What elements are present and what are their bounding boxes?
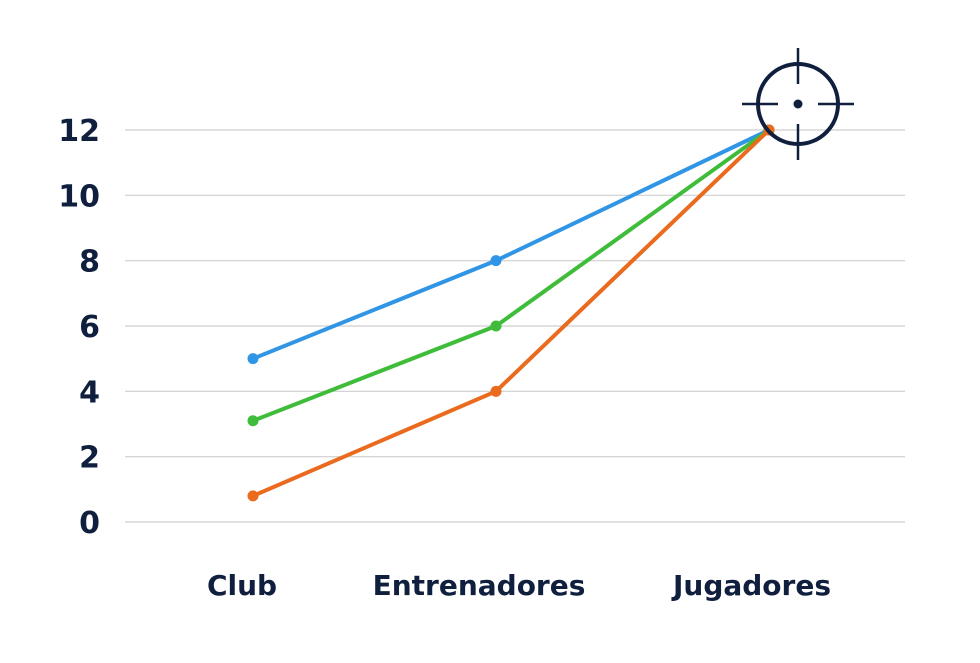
y-axis-tick-labels: 0 2 4 6 8 10 12 — [58, 114, 100, 541]
data-point — [247, 490, 259, 502]
x-category-label: Club — [207, 569, 277, 602]
grid-lines — [125, 129, 905, 523]
data-point — [247, 353, 259, 365]
y-tick-label: 12 — [58, 114, 100, 149]
series-lines — [247, 124, 775, 502]
y-tick-label: 8 — [79, 245, 100, 280]
y-tick-label: 0 — [79, 506, 100, 541]
x-category-label: Jugadores — [671, 569, 831, 602]
data-point — [490, 320, 502, 332]
series-2 — [247, 124, 775, 502]
y-tick-label: 4 — [79, 375, 100, 410]
data-point — [490, 385, 502, 397]
crosshair-target-icon — [742, 48, 854, 160]
series-0 — [247, 124, 775, 365]
y-tick-label: 10 — [58, 179, 100, 214]
y-tick-label: 6 — [79, 310, 100, 345]
data-point — [247, 415, 259, 427]
x-axis-category-labels: Club Entrenadores Jugadores — [207, 569, 831, 602]
series-1 — [247, 124, 775, 427]
y-tick-label: 2 — [79, 441, 100, 476]
x-category-label: Entrenadores — [373, 569, 586, 602]
data-point — [490, 255, 502, 267]
series-line — [251, 128, 771, 361]
